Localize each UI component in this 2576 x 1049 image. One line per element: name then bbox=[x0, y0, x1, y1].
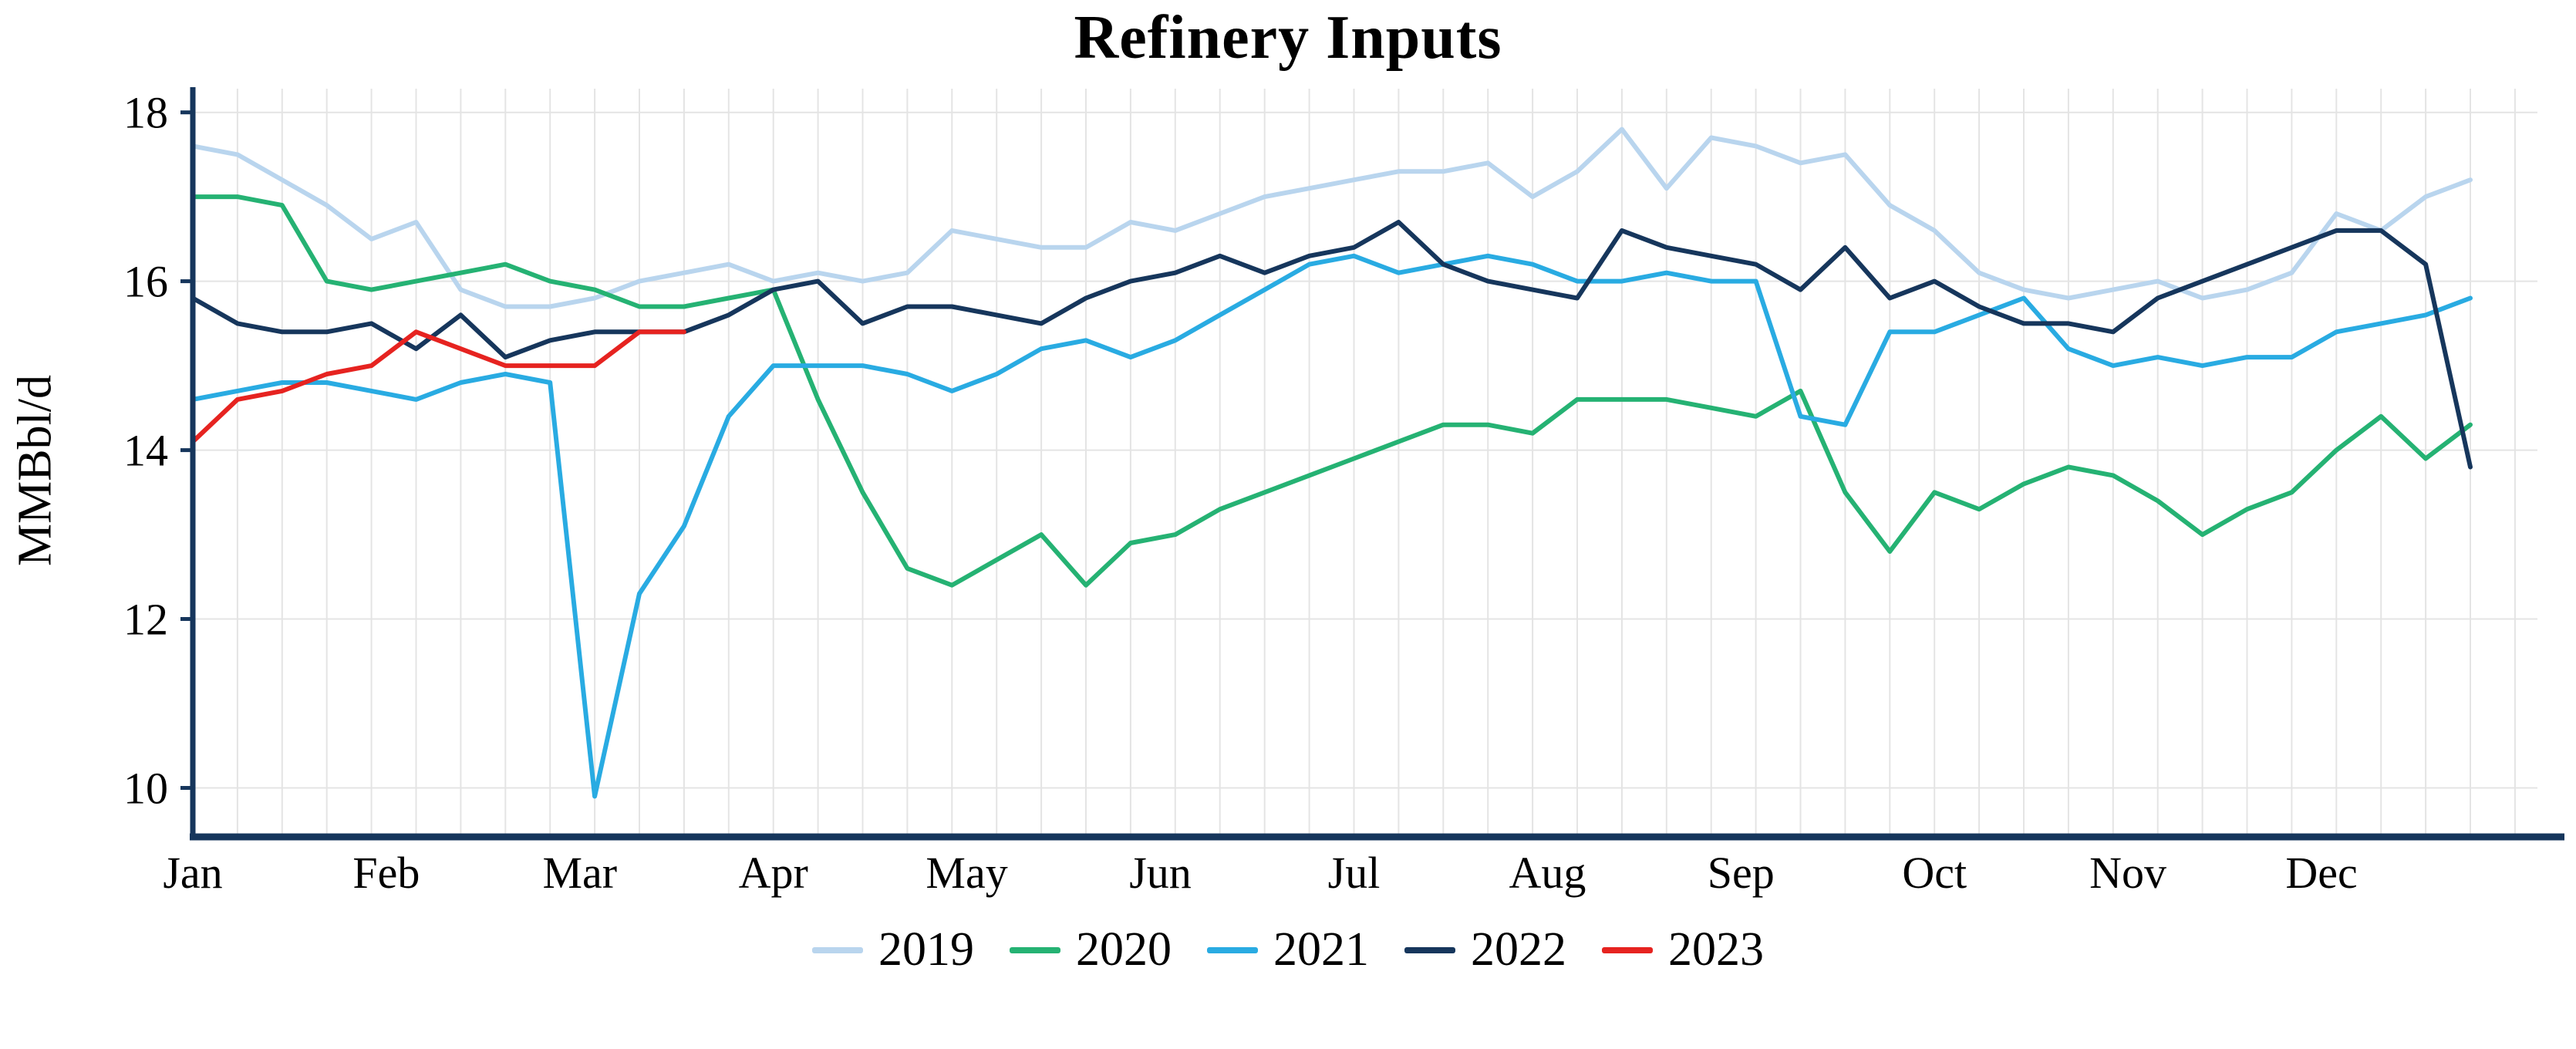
y-tick-label: 14 bbox=[123, 426, 168, 476]
legend-label-2019: 2019 bbox=[878, 923, 974, 976]
legend-label-2022: 2022 bbox=[1471, 923, 1566, 976]
legend-item-2020: 2020 bbox=[1010, 923, 1172, 977]
x-tick-label: Aug bbox=[1509, 848, 1586, 898]
x-tick-label: Jan bbox=[163, 848, 222, 898]
legend-item-2022: 2022 bbox=[1404, 923, 1566, 977]
chart-legend: 2019 2020 2021 2022 2023 bbox=[0, 923, 2576, 977]
series-line-2020 bbox=[191, 194, 2473, 588]
legend-swatch-2019 bbox=[812, 946, 863, 953]
series-line-2021 bbox=[191, 253, 2473, 799]
legend-label-2021: 2021 bbox=[1273, 923, 1369, 976]
y-tick-label: 18 bbox=[123, 88, 168, 138]
series-line-2023 bbox=[191, 329, 686, 444]
legend-item-2023: 2023 bbox=[1602, 923, 1764, 977]
x-tick-label: Apr bbox=[739, 848, 808, 898]
legend-swatch-2022 bbox=[1404, 946, 1455, 953]
x-tick-label: Jul bbox=[1328, 848, 1381, 898]
legend-item-2021: 2021 bbox=[1207, 923, 1369, 977]
legend-swatch-2023 bbox=[1602, 946, 1653, 953]
legend-label-2020: 2020 bbox=[1076, 923, 1172, 976]
x-tick-label: May bbox=[926, 848, 1007, 898]
legend-label-2023: 2023 bbox=[1668, 923, 1764, 976]
x-tick-label: Oct bbox=[1902, 848, 1967, 898]
x-tick-label: Mar bbox=[542, 848, 617, 898]
legend-swatch-2020 bbox=[1010, 946, 1060, 953]
legend-swatch-2021 bbox=[1207, 946, 1258, 953]
x-tick-label: Dec bbox=[2285, 848, 2357, 898]
x-tick-label: Sep bbox=[1708, 848, 1775, 898]
legend-item-2019: 2019 bbox=[812, 923, 974, 977]
x-tick-label: Nov bbox=[2089, 848, 2166, 898]
x-tick-label: Feb bbox=[352, 848, 420, 898]
x-tick-label: Jun bbox=[1129, 848, 1192, 898]
chart-title: Refinery Inputs bbox=[1074, 4, 1502, 72]
y-tick-label: 16 bbox=[123, 257, 168, 307]
series-line-2019 bbox=[191, 126, 2473, 309]
series-line-2022 bbox=[191, 220, 2473, 470]
y-tick-label: 12 bbox=[123, 595, 168, 645]
y-tick-label: 10 bbox=[123, 764, 168, 814]
